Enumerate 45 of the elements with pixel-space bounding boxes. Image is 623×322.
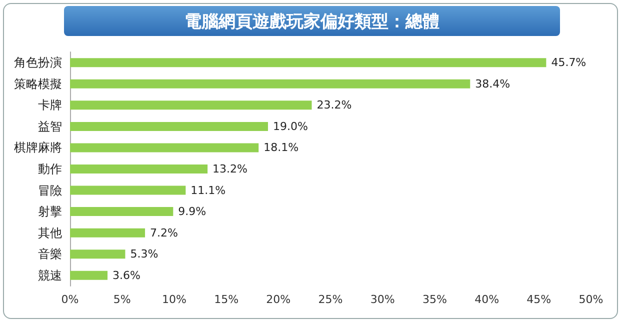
data-label: 23.2%: [316, 98, 352, 112]
bar: [70, 228, 146, 238]
data-label: 13.2%: [212, 162, 248, 176]
data-label: 19.0%: [272, 120, 308, 133]
y-tick-label: 策略模擬: [14, 76, 62, 91]
bar: [70, 270, 108, 280]
y-tick-label: 角色扮演: [14, 56, 62, 70]
y-tick-label: 競速: [38, 268, 62, 282]
bar: [70, 143, 259, 152]
y-tick-label: 其他: [38, 226, 62, 240]
x-tick-label: 50%: [578, 293, 604, 306]
bar: [70, 58, 546, 68]
x-tick-label: 40%: [474, 293, 500, 306]
x-tick-label: 20%: [266, 293, 291, 306]
y-tick-label: 音樂: [38, 247, 62, 262]
data-label: 3.6%: [112, 268, 140, 282]
bar: [70, 186, 186, 195]
x-tick-label: 15%: [214, 293, 239, 306]
x-tick-label: 5%: [113, 293, 131, 306]
data-label: 7.2%: [150, 226, 178, 240]
bar: [70, 79, 470, 88]
y-tick-label: 棋牌麻將: [14, 140, 62, 155]
x-tick-label: 25%: [318, 293, 343, 306]
data-label: 38.4%: [475, 77, 510, 90]
data-label: 5.3%: [130, 248, 158, 261]
y-tick-label: 卡牌: [38, 98, 62, 112]
bar: [70, 100, 312, 110]
bar: [70, 164, 208, 174]
bar: [70, 207, 174, 216]
data-label: 45.7%: [551, 56, 586, 70]
data-label: 11.1%: [190, 184, 226, 197]
y-tick-label: 益智: [38, 119, 62, 134]
chart-title: 電腦網頁遊戲玩家偏好類型：總體: [64, 6, 560, 36]
data-label: 9.9%: [178, 205, 206, 218]
data-label: 18.1%: [264, 141, 299, 154]
x-tick-label: 45%: [526, 293, 552, 306]
bar: [70, 250, 126, 259]
y-tick-label: 冒險: [38, 183, 62, 198]
x-tick-label: 30%: [370, 293, 395, 306]
y-tick-label: 射擊: [38, 204, 62, 219]
y-tick-label: 動作: [38, 162, 62, 176]
x-tick-label: 35%: [422, 293, 447, 306]
x-tick-label: 10%: [162, 293, 186, 306]
x-tick-label: 0%: [61, 293, 79, 306]
bar: [70, 122, 268, 131]
